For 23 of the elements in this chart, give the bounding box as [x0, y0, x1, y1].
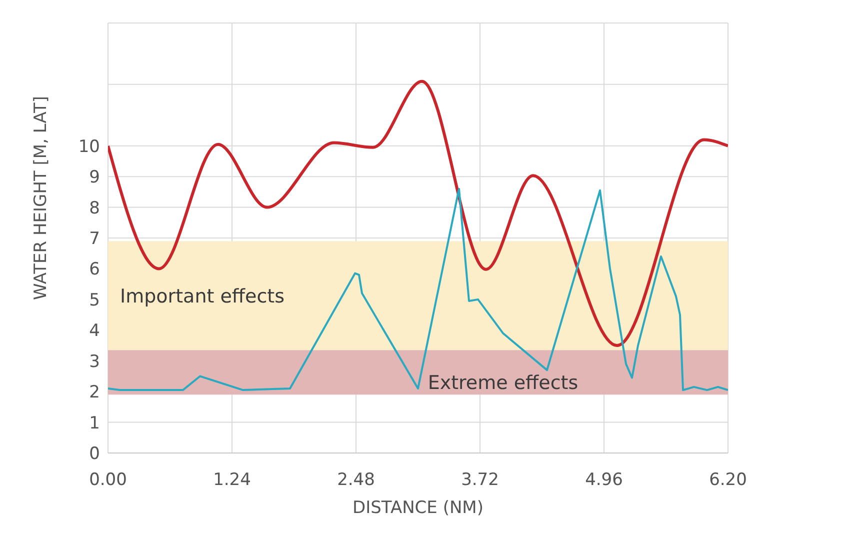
band-label: Extreme effects: [428, 372, 578, 394]
x-tick-label: 2.48: [337, 470, 375, 490]
y-tick-label: 9: [89, 168, 100, 188]
line-series: [108, 80, 728, 347]
y-tick-label: 7: [89, 229, 100, 250]
y-tick-label: 3: [89, 352, 100, 372]
y-tick-label: 1: [89, 413, 100, 434]
x-tick-label: 6.20: [709, 470, 747, 490]
band-label: Important effects: [120, 285, 284, 308]
x-tick-label: 0.00: [89, 470, 127, 490]
x-tick-label: 4.96: [585, 470, 623, 490]
y-tick-label: 0: [89, 444, 100, 464]
y-tick-label: 2: [89, 382, 100, 403]
x-tick-label: 3.72: [461, 470, 499, 490]
x-axis-title: DISTANCE (NM): [352, 498, 484, 518]
y-tick-label: 4: [89, 321, 100, 342]
y-tick-label: 10: [78, 136, 100, 157]
y-axis-title: WATER HEIGHT [M, LAT]: [31, 96, 52, 300]
x-tick-label: 1.24: [213, 470, 251, 490]
y-tick-label: 6: [89, 260, 100, 280]
line-series: [108, 188, 728, 392]
y-tick-label: 5: [89, 290, 100, 310]
y-tick-label: 8: [89, 198, 100, 218]
